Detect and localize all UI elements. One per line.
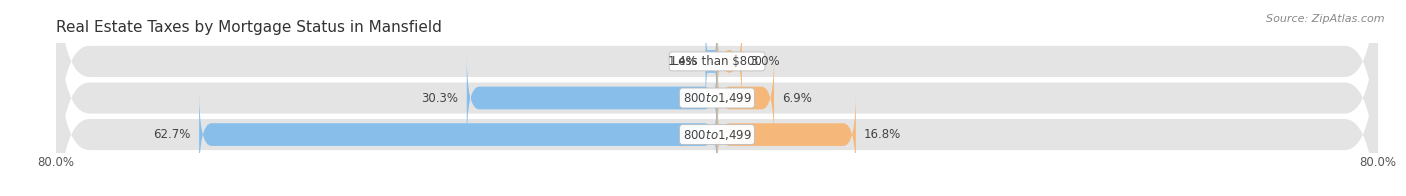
FancyBboxPatch shape xyxy=(200,91,717,178)
Text: 3.0%: 3.0% xyxy=(751,55,780,68)
Text: 30.3%: 30.3% xyxy=(422,92,458,104)
FancyBboxPatch shape xyxy=(717,54,775,142)
FancyBboxPatch shape xyxy=(467,54,717,142)
Text: Source: ZipAtlas.com: Source: ZipAtlas.com xyxy=(1267,14,1385,24)
Text: Real Estate Taxes by Mortgage Status in Mansfield: Real Estate Taxes by Mortgage Status in … xyxy=(56,20,441,35)
Text: 1.4%: 1.4% xyxy=(668,55,697,68)
Text: Less than $800: Less than $800 xyxy=(672,55,762,68)
FancyBboxPatch shape xyxy=(704,18,718,105)
FancyBboxPatch shape xyxy=(717,91,856,178)
Text: 16.8%: 16.8% xyxy=(865,128,901,141)
Text: $800 to $1,499: $800 to $1,499 xyxy=(682,91,752,105)
FancyBboxPatch shape xyxy=(56,0,1378,196)
Text: $800 to $1,499: $800 to $1,499 xyxy=(682,128,752,142)
Text: 6.9%: 6.9% xyxy=(782,92,813,104)
Text: 62.7%: 62.7% xyxy=(153,128,191,141)
FancyBboxPatch shape xyxy=(56,4,1378,196)
FancyBboxPatch shape xyxy=(717,18,742,105)
FancyBboxPatch shape xyxy=(56,0,1378,192)
